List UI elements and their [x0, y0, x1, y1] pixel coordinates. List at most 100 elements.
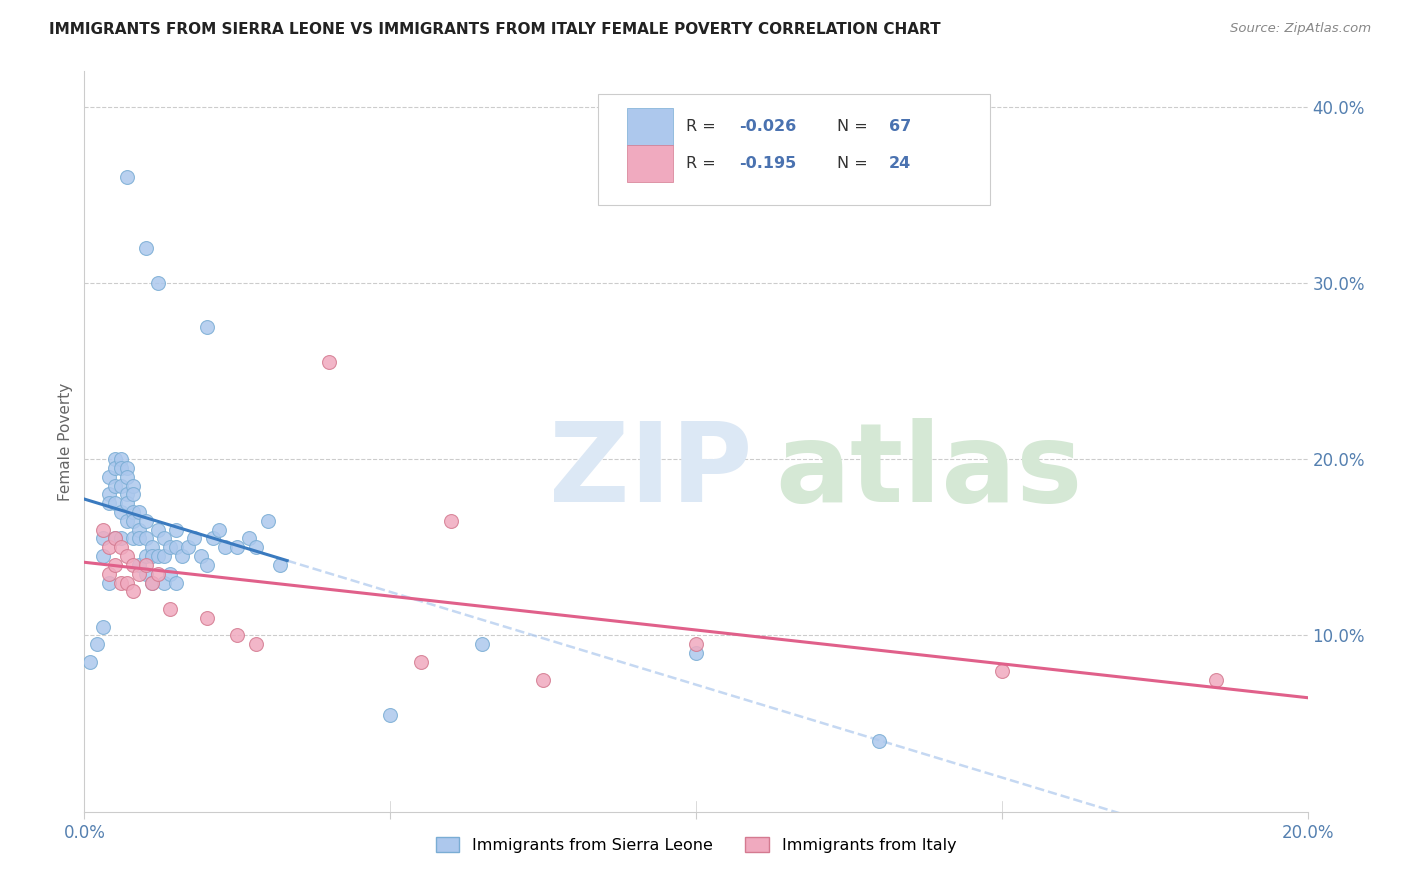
Point	[380, 707, 402, 722]
Point	[183, 532, 205, 546]
Point	[135, 566, 157, 581]
Text: Source: ZipAtlas.com: Source: ZipAtlas.com	[1230, 22, 1371, 36]
Point	[146, 276, 169, 290]
Point	[122, 558, 145, 572]
Point	[91, 532, 114, 546]
Point	[135, 532, 157, 546]
Point	[97, 566, 120, 581]
Point	[135, 549, 157, 563]
Point	[165, 523, 187, 537]
Point	[159, 566, 181, 581]
Point	[97, 487, 120, 501]
Point	[115, 487, 138, 501]
Point	[135, 241, 157, 255]
Text: -0.026: -0.026	[738, 120, 796, 135]
Point	[79, 655, 101, 669]
Point	[190, 549, 212, 563]
Text: R =: R =	[686, 156, 721, 171]
Text: IMMIGRANTS FROM SIERRA LEONE VS IMMIGRANTS FROM ITALY FEMALE POVERTY CORRELATION: IMMIGRANTS FROM SIERRA LEONE VS IMMIGRAN…	[49, 22, 941, 37]
Point	[153, 575, 176, 590]
Point	[97, 470, 120, 484]
Point	[97, 496, 120, 510]
Point	[91, 523, 114, 537]
FancyBboxPatch shape	[598, 94, 990, 204]
Point	[110, 478, 132, 492]
Point	[122, 505, 145, 519]
Text: -0.195: -0.195	[738, 156, 796, 171]
Text: 67: 67	[889, 120, 911, 135]
Point	[141, 549, 163, 563]
Point	[104, 461, 127, 475]
Point	[685, 646, 707, 660]
Point	[685, 637, 707, 651]
Point	[115, 470, 138, 484]
Point	[214, 541, 236, 555]
Point	[245, 637, 267, 651]
Point	[104, 496, 127, 510]
Point	[128, 523, 150, 537]
Point	[110, 452, 132, 467]
Point	[110, 532, 132, 546]
Point	[177, 541, 200, 555]
Point	[128, 558, 150, 572]
Point	[153, 532, 176, 546]
Point	[226, 541, 249, 555]
Point	[1205, 673, 1227, 687]
Point	[115, 549, 138, 563]
Point	[146, 523, 169, 537]
Point	[122, 514, 145, 528]
Point	[257, 514, 280, 528]
Point	[122, 532, 145, 546]
Point	[141, 541, 163, 555]
Point	[110, 541, 132, 555]
FancyBboxPatch shape	[627, 145, 672, 183]
Text: 24: 24	[889, 156, 911, 171]
Point	[135, 558, 157, 572]
Text: atlas: atlas	[776, 417, 1083, 524]
Text: N =: N =	[837, 156, 873, 171]
Point	[86, 637, 108, 651]
Point	[201, 532, 224, 546]
Point	[91, 619, 114, 633]
Point	[122, 584, 145, 599]
Point	[165, 575, 187, 590]
Point	[440, 514, 463, 528]
Point	[269, 558, 291, 572]
Point	[104, 532, 127, 546]
Point	[869, 734, 891, 748]
Point	[991, 664, 1014, 678]
Point	[195, 611, 218, 625]
Point	[172, 549, 194, 563]
Point	[208, 523, 231, 537]
Point	[135, 514, 157, 528]
Point	[104, 478, 127, 492]
Point	[91, 549, 114, 563]
Point	[226, 628, 249, 642]
Point	[97, 541, 120, 555]
Point	[531, 673, 554, 687]
Text: ZIP: ZIP	[550, 417, 752, 524]
Point	[115, 575, 138, 590]
Point	[122, 478, 145, 492]
Point	[104, 532, 127, 546]
FancyBboxPatch shape	[627, 109, 672, 145]
Point	[115, 461, 138, 475]
Point	[159, 602, 181, 616]
Point	[115, 514, 138, 528]
Legend: Immigrants from Sierra Leone, Immigrants from Italy: Immigrants from Sierra Leone, Immigrants…	[429, 830, 963, 859]
Y-axis label: Female Poverty: Female Poverty	[58, 383, 73, 500]
Point	[195, 558, 218, 572]
Point	[110, 505, 132, 519]
Point	[128, 566, 150, 581]
Point	[115, 496, 138, 510]
Point	[128, 505, 150, 519]
Point	[110, 461, 132, 475]
Point	[409, 655, 432, 669]
Point	[122, 487, 145, 501]
Text: R =: R =	[686, 120, 721, 135]
Point	[146, 566, 169, 581]
Point	[141, 575, 163, 590]
Point	[104, 558, 127, 572]
Point	[153, 549, 176, 563]
Point	[195, 320, 218, 334]
